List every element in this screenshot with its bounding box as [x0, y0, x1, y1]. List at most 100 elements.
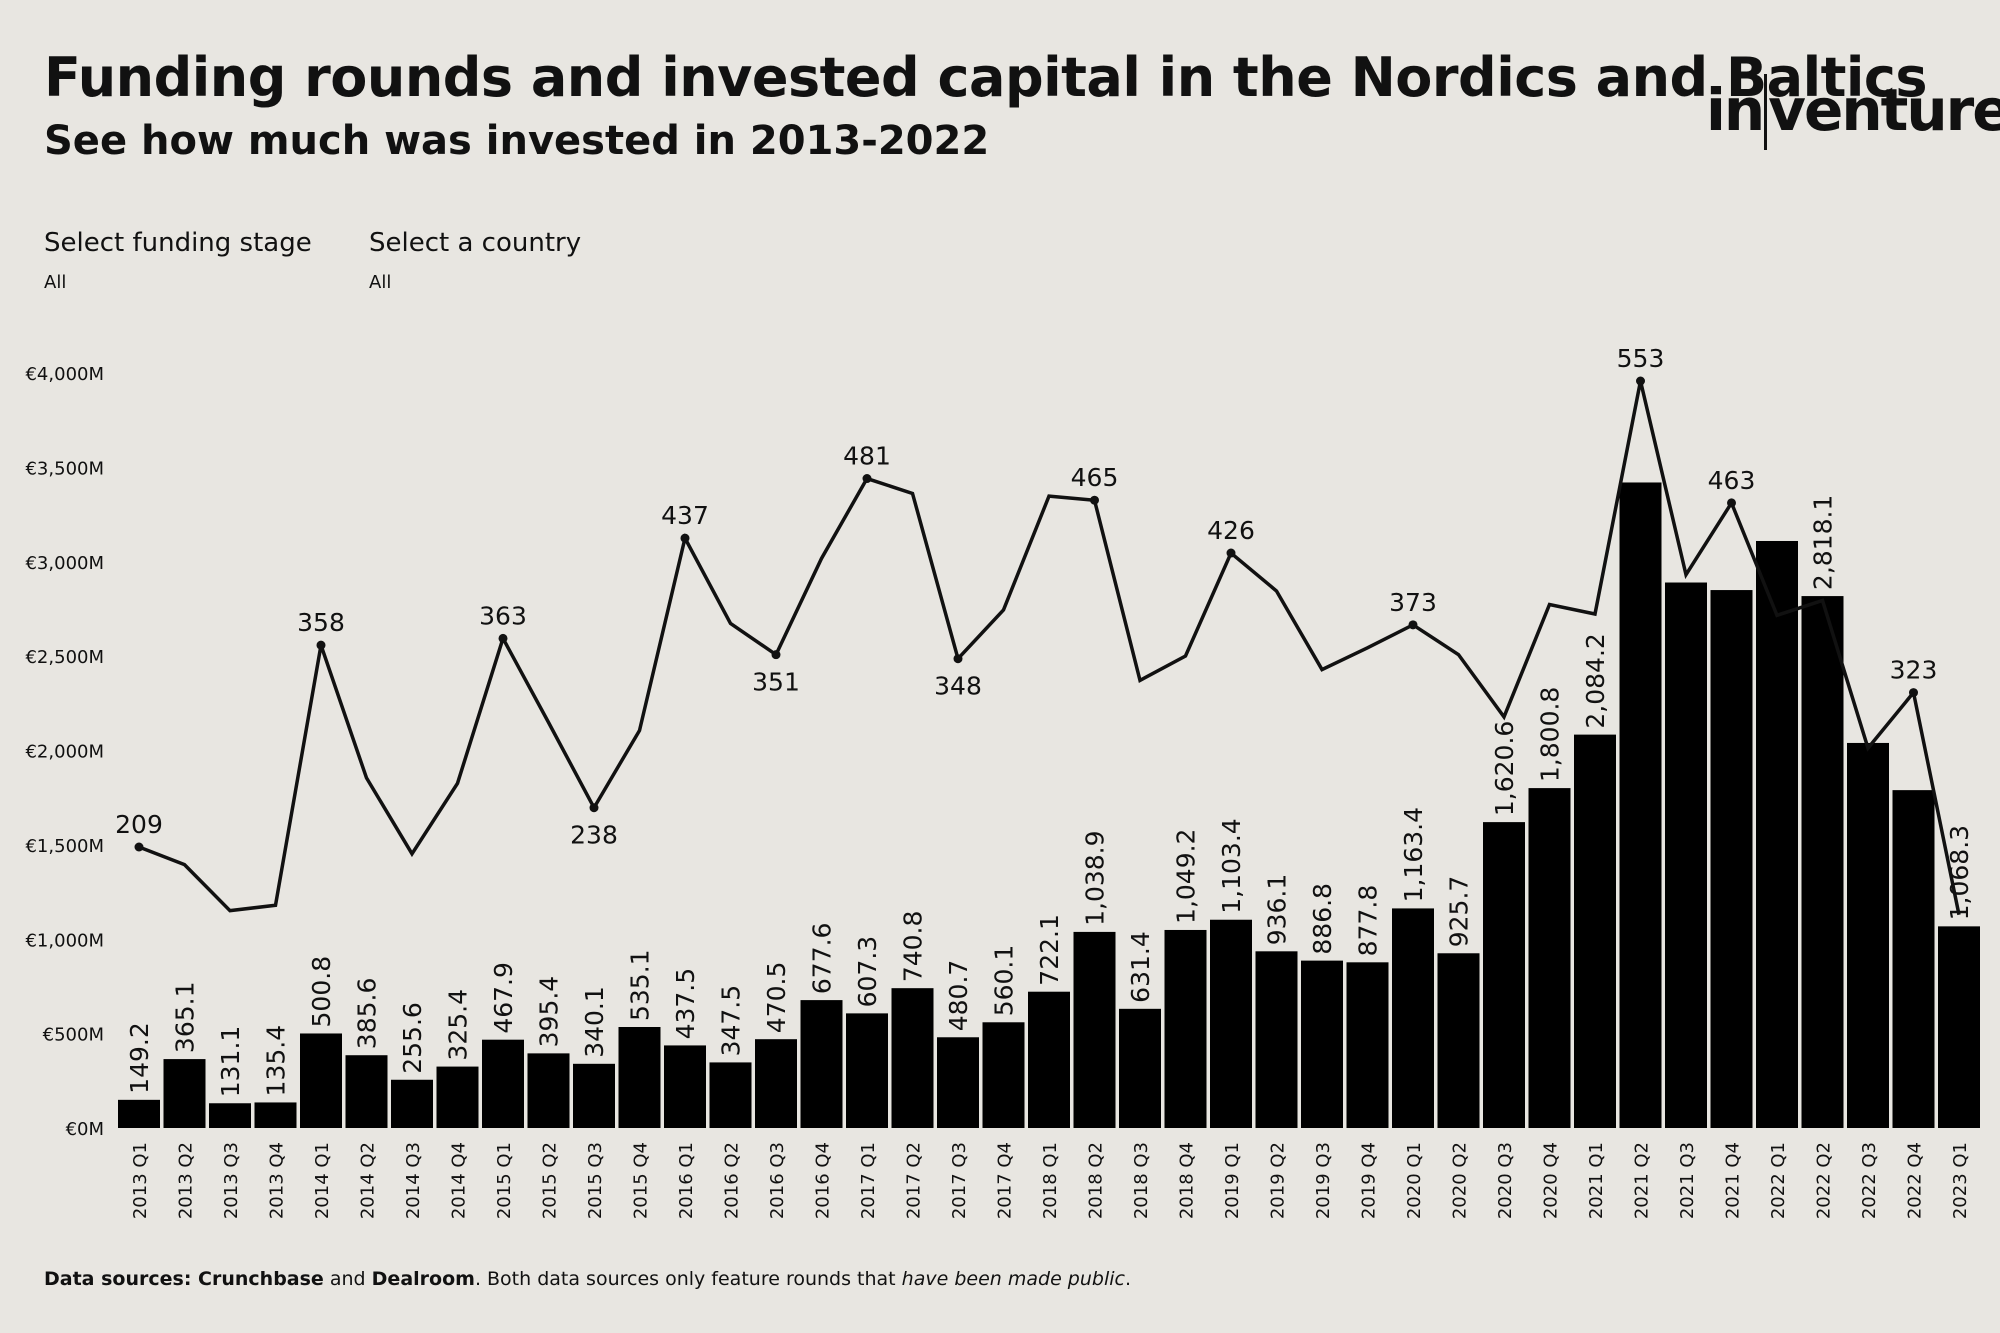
line-data-label: 238 — [570, 821, 618, 850]
bar — [391, 1079, 433, 1128]
line-data-label: 437 — [661, 501, 709, 530]
bar-data-label: 607.3 — [853, 936, 882, 1008]
y-tick-label: €3,500M — [25, 458, 104, 479]
y-tick-label: €1,500M — [25, 836, 104, 857]
footer-prefix: Data sources: — [44, 1268, 199, 1290]
footer-italic: have been made public — [901, 1268, 1125, 1290]
bar — [1801, 596, 1844, 1128]
bar — [1346, 962, 1389, 1128]
funding-stage-filter-label: Select funding stage — [44, 228, 312, 258]
bar-data-label: 1,620.6 — [1490, 721, 1519, 816]
bar — [1574, 734, 1616, 1128]
bar — [1756, 540, 1798, 1128]
x-tick-label: 2022 Q4 — [1905, 1142, 1926, 1219]
line-data-label: 363 — [479, 601, 527, 630]
bar — [846, 1013, 888, 1128]
line-point — [1090, 495, 1099, 505]
bar — [1710, 590, 1753, 1128]
bar-data-label: 877.8 — [1354, 885, 1383, 957]
line-data-label: 553 — [1617, 344, 1665, 373]
x-tick-label: 2015 Q2 — [540, 1142, 561, 1219]
bar-data-label: 560.1 — [990, 945, 1019, 1017]
x-tick-label: 2013 Q1 — [130, 1142, 151, 1219]
x-tick-label: 2016 Q2 — [722, 1142, 743, 1219]
x-tick-label: 2019 Q1 — [1222, 1142, 1243, 1219]
bar-data-label: 395.4 — [535, 976, 564, 1048]
line-point — [316, 640, 326, 650]
funding-stage-filter[interactable]: Select funding stage All — [44, 228, 312, 293]
bar-data-label: 131.1 — [216, 1026, 245, 1098]
funding-rounds-line — [138, 380, 1961, 916]
bar-data-label: 2,818.1 — [1809, 495, 1838, 590]
country-filter-value[interactable]: All — [369, 272, 392, 293]
y-tick-label: €2,000M — [25, 742, 104, 763]
footer-middle: . Both data sources only feature rounds … — [474, 1268, 902, 1290]
bar-data-label: 467.9 — [489, 962, 518, 1034]
line-point — [134, 842, 144, 852]
bar — [1073, 931, 1116, 1128]
bar-data-label: 722.1 — [1035, 914, 1064, 986]
bar — [937, 1037, 979, 1128]
x-tick-label: 2022 Q2 — [1814, 1142, 1835, 1219]
bar — [1392, 908, 1434, 1128]
line-point — [1636, 376, 1645, 386]
x-tick-label: 2021 Q4 — [1723, 1142, 1744, 1219]
y-tick-label: €500M — [43, 1025, 104, 1046]
country-filter-label: Select a country — [369, 228, 582, 258]
line-point — [498, 633, 508, 643]
line-data-label: 426 — [1207, 516, 1255, 545]
footer-source-dealroom: Dealroom — [371, 1268, 475, 1290]
bar-data-label: 1,049.2 — [1172, 829, 1201, 924]
bar — [1483, 822, 1525, 1128]
chart-title: Funding rounds and invested capital in t… — [44, 46, 1928, 109]
country-filter[interactable]: Select a country All — [369, 228, 581, 293]
x-tick-label: 2019 Q2 — [1268, 1142, 1289, 1219]
bar-data-label: 255.6 — [398, 1002, 427, 1074]
bar — [1437, 953, 1480, 1128]
bar-data-label: 365.1 — [171, 982, 200, 1054]
bar — [527, 1053, 570, 1128]
bar — [300, 1033, 342, 1128]
footer-source-crunchbase: Crunchbase — [198, 1268, 324, 1290]
bar — [1255, 951, 1298, 1128]
logo-text-right: venture — [1768, 76, 2000, 144]
x-tick-label: 2014 Q3 — [403, 1142, 424, 1219]
bar — [1028, 991, 1070, 1128]
line-data-label: 463 — [1708, 466, 1756, 495]
y-tick-label: €0M — [66, 1119, 104, 1140]
bar-data-label: 1,163.4 — [1399, 807, 1428, 902]
bar — [664, 1045, 706, 1128]
bar — [1619, 482, 1662, 1129]
line-point — [862, 474, 872, 484]
bar — [891, 988, 934, 1128]
line-data-label: 348 — [934, 672, 982, 701]
bar-data-label: 535.1 — [626, 949, 655, 1021]
bar — [209, 1103, 251, 1128]
bar-data-label: 925.7 — [1445, 876, 1474, 948]
bar — [1665, 582, 1707, 1128]
x-tick-label: 2018 Q3 — [1131, 1142, 1152, 1219]
line-data-label: 358 — [297, 608, 345, 637]
line-point — [1909, 688, 1918, 698]
funding-stage-filter-value[interactable]: All — [44, 272, 67, 293]
bar — [800, 1000, 843, 1128]
bar — [1210, 919, 1252, 1128]
x-tick-label: 2016 Q3 — [767, 1142, 788, 1219]
bar — [755, 1039, 797, 1128]
funding-chart: €0M €500M €1,000M €1,500M €2,000M €2,500M €3,0… — [25, 344, 1980, 1219]
bar-data-label: 437.5 — [671, 968, 700, 1040]
x-tick-label: 2018 Q2 — [1086, 1142, 1107, 1219]
bar — [254, 1102, 297, 1128]
x-tick-label: 2017 Q1 — [858, 1142, 879, 1219]
bar — [482, 1039, 524, 1128]
bar-data-label: 1,103.4 — [1217, 818, 1246, 913]
bar-data-label: 470.5 — [762, 962, 791, 1034]
inventure-logo: inventure — [1706, 74, 2000, 150]
bar-data-label: 135.4 — [262, 1025, 291, 1097]
bar — [1119, 1008, 1161, 1128]
line-point — [680, 533, 690, 543]
line-data-label: 373 — [1389, 588, 1437, 617]
bar — [1301, 960, 1343, 1128]
bar-data-label: 2,084.2 — [1581, 633, 1610, 728]
bar-data-label: 385.6 — [353, 978, 382, 1050]
